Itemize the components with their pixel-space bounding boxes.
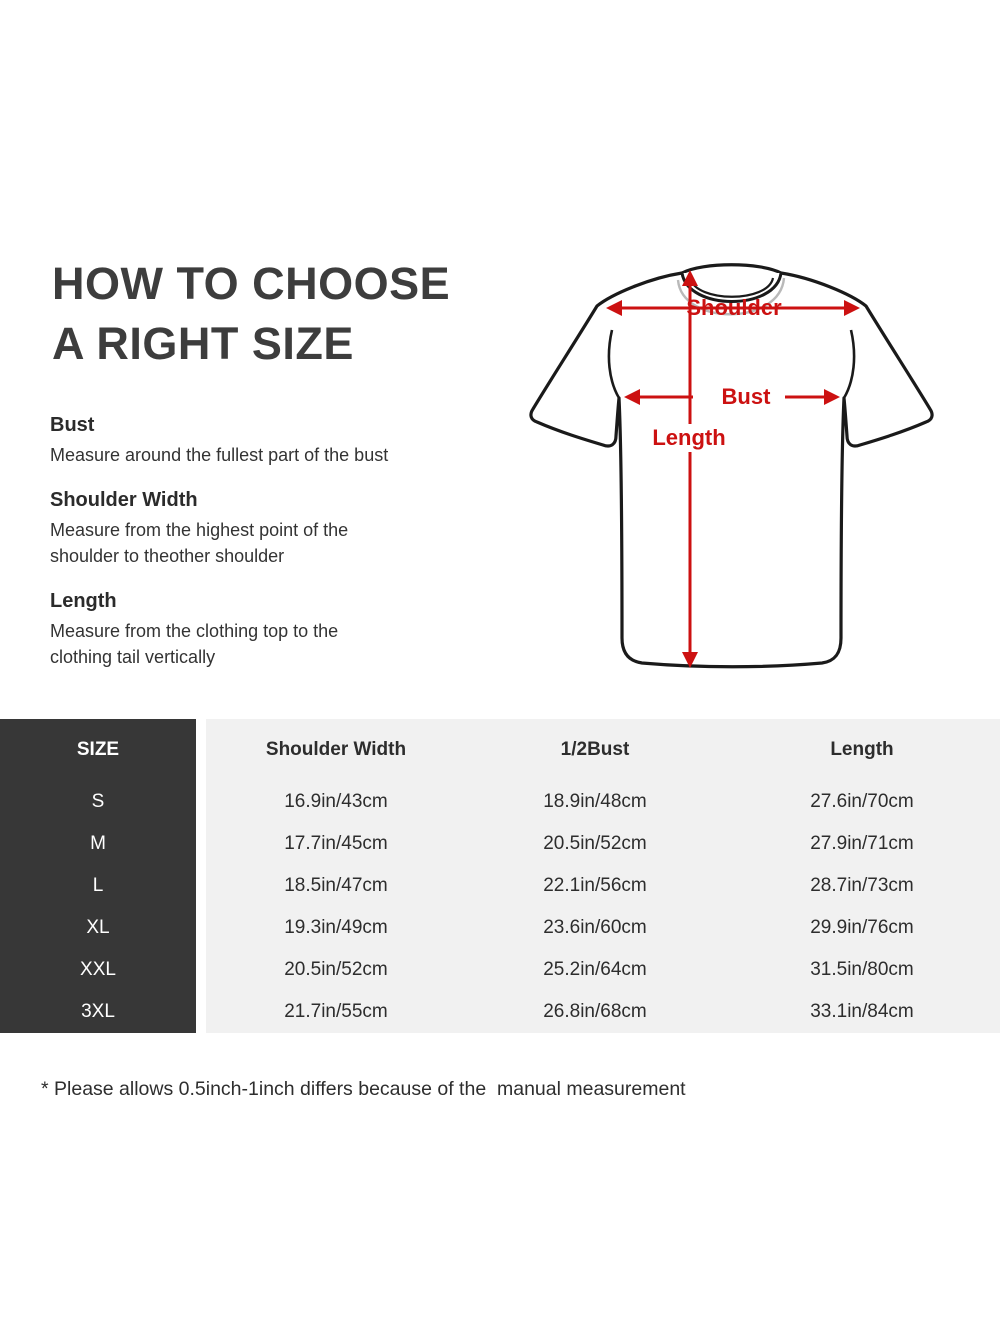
column-divider (196, 823, 206, 865)
header-length: Length (724, 719, 1000, 781)
cell-length: 33.1in/84cm (724, 991, 1000, 1033)
cell-half-bust: 26.8in/68cm (466, 991, 724, 1033)
measurement-disclaimer: * Please allows 0.5inch-1inch differs be… (41, 1078, 686, 1100)
cell-length: 27.9in/71cm (724, 823, 1000, 865)
column-divider (196, 949, 206, 991)
right-sleeve-seam (842, 329, 856, 399)
shoulder-arrow (606, 300, 860, 316)
page-title-line-2: A RIGHT SIZE (52, 318, 354, 369)
cell-shoulder-width: 16.9in/43cm (206, 781, 466, 823)
cell-shoulder-width: 18.5in/47cm (206, 865, 466, 907)
instruction-length: Length Measure from the clothing top to … (50, 588, 480, 670)
size-table: SIZE Shoulder Width 1/2Bust Length S 16.… (0, 719, 1000, 1033)
cell-half-bust: 22.1in/56cm (466, 865, 724, 907)
instruction-title: Bust (50, 414, 95, 436)
row-size-label: 3XL (0, 991, 196, 1033)
shoulder-label: Shoulder (686, 295, 782, 320)
row-size-label: L (0, 865, 196, 907)
cell-half-bust: 18.9in/48cm (466, 781, 724, 823)
cell-shoulder-width: 21.7in/55cm (206, 991, 466, 1033)
header-size: SIZE (0, 719, 196, 781)
cell-half-bust: 23.6in/60cm (466, 907, 724, 949)
length-label: Length (652, 425, 725, 450)
measurement-instructions: Bust Measure around the fullest part of … (50, 412, 480, 689)
table-row-3xl: 3XL 21.7in/55cm 26.8in/68cm 33.1in/84cm (0, 991, 1000, 1033)
length-label-backer (645, 424, 735, 452)
table-row-xl: XL 19.3in/49cm 23.6in/60cm 29.9in/76cm (0, 907, 1000, 949)
column-divider (196, 907, 206, 949)
cell-length: 31.5in/80cm (724, 949, 1000, 991)
cell-shoulder-width: 17.7in/45cm (206, 823, 466, 865)
row-size-label: S (0, 781, 196, 823)
table-row-m: M 17.7in/45cm 20.5in/52cm 27.9in/71cm (0, 823, 1000, 865)
header-shoulder-width: Shoulder Width (206, 719, 466, 781)
cell-length: 27.6in/70cm (724, 781, 1000, 823)
instruction-bust: Bust Measure around the fullest part of … (50, 412, 480, 468)
instruction-shoulder-width: Shoulder Width Measure from the highest … (50, 487, 480, 569)
collar-shadow (676, 277, 786, 316)
tshirt-measurement-diagram: Shoulder Bust Length (500, 248, 960, 693)
table-row-xxl: XXL 20.5in/52cm 25.2in/64cm 31.5in/80cm (0, 949, 1000, 991)
cell-length: 28.7in/73cm (724, 865, 1000, 907)
instruction-text: Measure around the fullest part of the b… (50, 445, 389, 465)
cell-shoulder-width: 19.3in/49cm (206, 907, 466, 949)
left-sleeve-seam (607, 329, 621, 399)
row-size-label: XL (0, 907, 196, 949)
instruction-text: Measure from the highest point of the (50, 520, 349, 540)
cell-half-bust: 20.5in/52cm (466, 823, 724, 865)
bust-label-backer (693, 383, 785, 411)
cell-half-bust: 25.2in/64cm (466, 949, 724, 991)
instruction-text: shoulder to theother shoulder (50, 546, 285, 566)
column-divider (196, 781, 206, 823)
column-divider (196, 719, 206, 781)
row-size-label: XXL (0, 949, 196, 991)
size-table-header-row: SIZE Shoulder Width 1/2Bust Length (0, 719, 1000, 781)
cell-length: 29.9in/76cm (724, 907, 1000, 949)
cell-shoulder-width: 20.5in/52cm (206, 949, 466, 991)
instruction-title: Length (50, 590, 117, 612)
page-title-line-1: HOW TO CHOOSE (52, 258, 451, 309)
page-title: HOW TO CHOOSE A RIGHT SIZE (52, 254, 450, 374)
column-divider (196, 991, 206, 1033)
instruction-text: clothing tail vertically (50, 647, 216, 667)
header-half-bust: 1/2Bust (466, 719, 724, 781)
column-divider (196, 865, 206, 907)
table-row-s: S 16.9in/43cm 18.9in/48cm 27.6in/70cm (0, 781, 1000, 823)
table-row-l: L 18.5in/47cm 22.1in/56cm 28.7in/73cm (0, 865, 1000, 907)
bust-label: Bust (722, 384, 772, 409)
length-arrow (682, 270, 698, 668)
tshirt-outline (529, 263, 934, 669)
row-size-label: M (0, 823, 196, 865)
instruction-text: Measure from the clothing top to the (50, 621, 339, 641)
instruction-title: Shoulder Width (50, 489, 198, 511)
